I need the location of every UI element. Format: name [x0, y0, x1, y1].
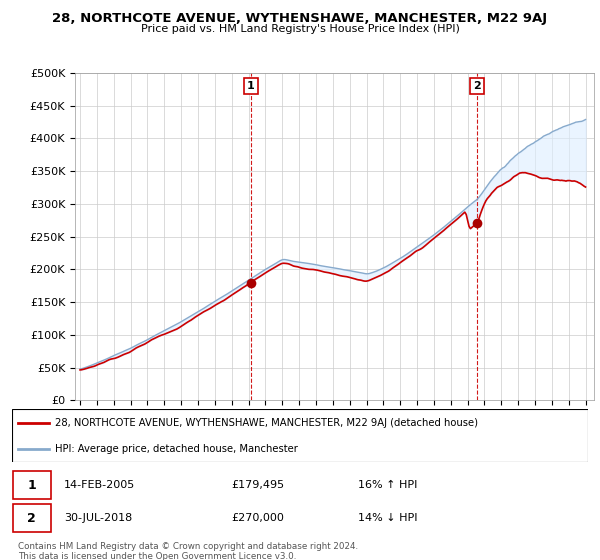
Text: 28, NORTHCOTE AVENUE, WYTHENSHAWE, MANCHESTER, M22 9AJ: 28, NORTHCOTE AVENUE, WYTHENSHAWE, MANCH… — [52, 12, 548, 25]
Text: 28, NORTHCOTE AVENUE, WYTHENSHAWE, MANCHESTER, M22 9AJ (detached house): 28, NORTHCOTE AVENUE, WYTHENSHAWE, MANCH… — [55, 418, 478, 428]
Text: HPI: Average price, detached house, Manchester: HPI: Average price, detached house, Manc… — [55, 444, 298, 454]
Text: 1: 1 — [247, 81, 254, 91]
Text: 14-FEB-2005: 14-FEB-2005 — [64, 480, 135, 490]
Bar — [13, 471, 50, 499]
Text: Price paid vs. HM Land Registry's House Price Index (HPI): Price paid vs. HM Land Registry's House … — [140, 24, 460, 34]
Text: Contains HM Land Registry data © Crown copyright and database right 2024.
This d: Contains HM Land Registry data © Crown c… — [18, 542, 358, 560]
Text: 1: 1 — [27, 479, 36, 492]
Text: 16% ↑ HPI: 16% ↑ HPI — [358, 480, 417, 490]
FancyBboxPatch shape — [12, 409, 588, 462]
Text: 14% ↓ HPI: 14% ↓ HPI — [358, 513, 417, 523]
Text: 2: 2 — [473, 81, 481, 91]
Text: £179,495: £179,495 — [231, 480, 284, 490]
Text: 30-JUL-2018: 30-JUL-2018 — [64, 513, 132, 523]
Bar — [13, 504, 50, 532]
Text: 2: 2 — [27, 511, 36, 525]
Text: £270,000: £270,000 — [231, 513, 284, 523]
